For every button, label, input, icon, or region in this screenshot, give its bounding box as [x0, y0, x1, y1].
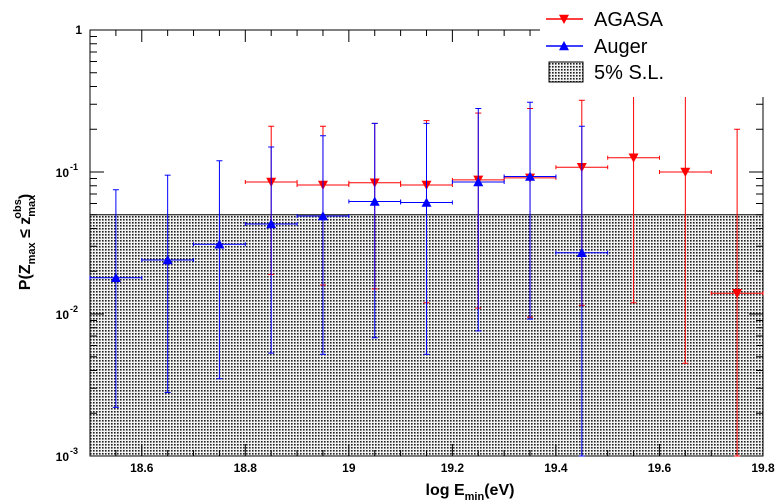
auger-series — [89, 101, 609, 457]
x-tick-label: 18.6 — [130, 461, 154, 475]
auger-legend-label: Auger — [594, 36, 648, 58]
auger-point — [317, 210, 328, 221]
auger-point — [576, 247, 587, 257]
band-legend-swatch — [548, 61, 584, 83]
x-axis-label-part: log E — [426, 482, 465, 499]
y-tick-label-exponent: -1 — [70, 162, 78, 172]
y-axis-label-subscript: max — [26, 194, 38, 217]
x-tick-label: 19.6 — [648, 461, 672, 475]
series-layer — [89, 90, 764, 457]
y-axis-label-part: ≤ z — [17, 217, 34, 243]
agasa-point — [732, 288, 743, 299]
x-tick-label: 19.2 — [441, 461, 465, 475]
x-tick-label: 19 — [342, 461, 356, 475]
x-axis-label: log Emin(eV) — [426, 482, 515, 503]
agasa-legend-marker — [559, 14, 569, 24]
x-axis-label-part: (eV) — [484, 482, 514, 499]
auger-point — [369, 196, 380, 206]
y-tick-label: 1 — [75, 23, 82, 37]
axis-labels: log Emin(eV)P(Zmax ≤ zmaxobs) — [12, 194, 514, 503]
agasa-legend-label: AGASA — [594, 9, 664, 31]
x-axis-label-subscript: min — [465, 491, 485, 503]
auger-point — [525, 171, 536, 181]
y-axis-label-part: ) — [17, 194, 34, 199]
axes-layer: 18.6 18.8 19 19.2 19.4 19.6 19.810 -310 -210 -11 — [56, 23, 775, 475]
legend: AGASA Auger 5% S.L. — [540, 0, 775, 97]
y-tick-label-exponent: -3 — [70, 446, 78, 456]
auger-point — [110, 272, 121, 283]
y-tick-label: 10 — [56, 308, 70, 322]
x-tick-label: 18.8 — [234, 461, 258, 475]
agasa-point — [628, 153, 639, 163]
y-axis-label-superscript: obs — [12, 199, 24, 219]
x-tick-label: 19.8 — [751, 461, 775, 475]
band-legend-label: 5% S.L. — [594, 62, 664, 84]
y-tick-label: 10 — [56, 166, 70, 180]
y-axis-label: P(Zmax ≤ zmaxobs) — [12, 194, 38, 290]
y-axis-label-subscript: max — [26, 242, 38, 265]
auger-point — [421, 197, 432, 207]
auger-point — [214, 239, 225, 249]
y-tick-label-exponent: -2 — [70, 304, 78, 314]
auger-legend-marker — [559, 41, 569, 51]
auger-point — [473, 177, 484, 187]
y-axis-label-part: P(Z — [17, 264, 34, 290]
y-tick-label: 10 — [56, 450, 70, 464]
agasa-point — [680, 167, 691, 177]
x-tick-label: 19.4 — [544, 461, 568, 475]
auger-point — [162, 255, 173, 265]
auger-point — [266, 219, 277, 229]
